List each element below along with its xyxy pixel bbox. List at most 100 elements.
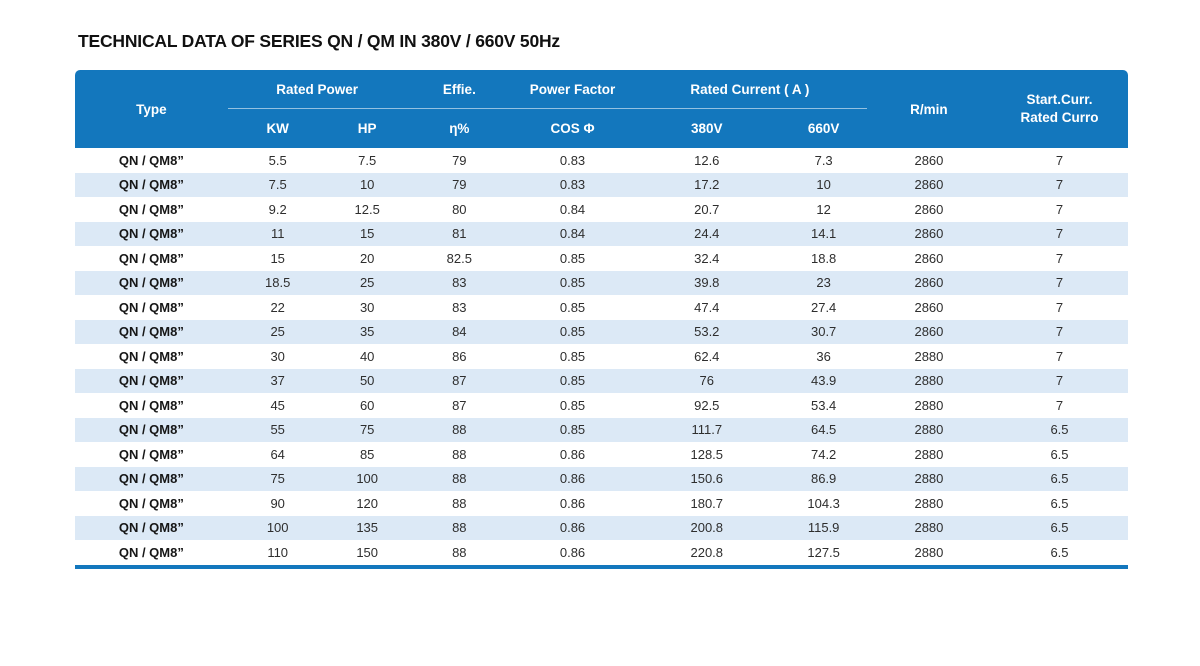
table-cell: 60 — [359, 397, 375, 413]
table-cell: 2860 — [914, 324, 944, 340]
table-cell: 7 — [1055, 348, 1064, 364]
header-start-current-line2: Rated Curro — [1020, 110, 1099, 125]
table-cell: 150.6 — [690, 471, 724, 487]
table-cell: 88 — [452, 422, 467, 438]
table-body: QN / QM8” 5.5 7.5 79 0.83 12.6 7.3 2860 7 QN / QM… — [75, 148, 1128, 565]
table-cell: 7 — [1055, 324, 1064, 340]
table-cell: QN / QM8” — [118, 275, 184, 291]
table-cell: QN / QM8” — [118, 373, 184, 389]
table-cell: QN / QM8” — [118, 226, 184, 242]
table-cell: 2880 — [914, 397, 944, 413]
table-cell: 0.85 — [559, 422, 586, 438]
table-row: QN / QM8” 37 50 87 0.85 76 43.9 2880 7 — [75, 368, 1128, 393]
table-cell: 180.7 — [690, 495, 724, 511]
table-cell: 0.84 — [559, 201, 586, 217]
table-cell: 76 — [699, 373, 714, 389]
table-row: QN / QM8” 18.5 25 83 0.85 39.8 23 2860 7 — [75, 270, 1128, 295]
table-cell: 62.4 — [694, 348, 720, 364]
table-row: QN / QM8” 90 120 88 0.86 180.7 104.3 2880 6.5 — [75, 491, 1128, 516]
table-cell: 0.86 — [559, 544, 586, 560]
table-cell: 79 — [452, 177, 467, 193]
table-row: QN / QM8” 11 15 81 0.84 24.4 14.1 2860 7 — [75, 221, 1128, 246]
table-cell: 200.8 — [690, 520, 724, 536]
table-row: QN / QM8” 30 40 86 0.85 62.4 36 2880 7 — [75, 344, 1128, 369]
table-row: QN / QM8” 45 60 87 0.85 92.5 53.4 2880 7 — [75, 393, 1128, 418]
table-cell: 37 — [270, 373, 285, 389]
table-cell: 6.5 — [1050, 422, 1069, 438]
table-cell: 0.85 — [559, 348, 586, 364]
table-cell: 2860 — [914, 299, 944, 315]
table-cell: 2880 — [914, 446, 944, 462]
header-rated-current: Rated Current ( A ) — [633, 70, 867, 109]
table-cell: QN / QM8” — [118, 422, 184, 438]
table-cell: QN / QM8” — [118, 152, 184, 168]
table-cell: 53.2 — [694, 324, 720, 340]
table-cell: 79 — [452, 152, 467, 168]
table-cell: 14.1 — [810, 226, 837, 242]
table-cell: 104.3 — [807, 495, 840, 511]
table-cell: 2860 — [914, 275, 944, 291]
table-cell: 64 — [270, 446, 285, 462]
table-cell: 81 — [452, 226, 467, 242]
table-cell: 35 — [359, 324, 375, 340]
table-cell: 90 — [270, 495, 285, 511]
table-cell: 2860 — [914, 177, 944, 193]
table-cell: 0.85 — [559, 250, 586, 266]
table-cell: 7.5 — [358, 152, 377, 168]
table-cell: QN / QM8” — [118, 471, 184, 487]
table-cell: QN / QM8” — [118, 397, 184, 413]
table-cell: 24.4 — [694, 226, 720, 242]
table-cell: 87 — [452, 373, 467, 389]
table-cell: 2860 — [914, 226, 944, 242]
table-cell: 12.5 — [354, 201, 380, 217]
table-cell: 7 — [1055, 201, 1064, 217]
table-cell: 2860 — [914, 250, 944, 266]
table-cell: QN / QM8” — [118, 520, 184, 536]
table-cell: 55 — [270, 422, 285, 438]
table-cell: 80 — [452, 201, 467, 217]
table-cell: 50 — [359, 373, 375, 389]
table-cell: 75 — [359, 422, 375, 438]
table-cell: 74.2 — [810, 446, 837, 462]
table-cell: 20.7 — [694, 201, 720, 217]
table-cell: 2860 — [914, 201, 944, 217]
table-cell: QN / QM8” — [118, 495, 184, 511]
table-cell: 115.9 — [807, 520, 840, 536]
table-cell: 36 — [816, 348, 831, 364]
table-cell: 0.83 — [559, 177, 586, 193]
table-cell: 110 — [267, 544, 289, 560]
table-cell: 88 — [452, 446, 467, 462]
table-cell: 32.4 — [694, 250, 720, 266]
table-row: QN / QM8” 110 150 88 0.86 220.8 127.5 2880 6.5 — [75, 540, 1128, 565]
table-row: QN / QM8” 64 85 88 0.86 128.5 74.2 2880 6.5 — [75, 442, 1128, 467]
header-start-current-line1: Start.Curr. — [1026, 92, 1093, 108]
table-cell: 25 — [359, 275, 375, 291]
table-cell: 0.85 — [559, 324, 586, 340]
table-cell: 111.7 — [691, 422, 723, 438]
table-cell: 22 — [270, 299, 285, 315]
table-cell: 43.9 — [810, 373, 837, 389]
table-cell: 6.5 — [1050, 471, 1069, 487]
table-cell: 15 — [359, 226, 375, 242]
table-row: QN / QM8” 25 35 84 0.85 53.2 30.7 2860 7 — [75, 319, 1128, 344]
table-cell: 7 — [1055, 152, 1064, 168]
table-cell: 0.85 — [559, 275, 586, 291]
table-cell: 53.4 — [810, 397, 837, 413]
table-cell: 6.5 — [1050, 544, 1069, 560]
table-cell: 6.5 — [1050, 495, 1069, 511]
table-row: QN / QM8” 15 20 82.5 0.85 32.4 18.8 2860 7 — [75, 246, 1128, 271]
table-cell: 30 — [270, 348, 285, 364]
table-cell: 88 — [452, 495, 467, 511]
header-start-current: Start.Curr. Rated Curro — [991, 70, 1128, 148]
table-cell: QN / QM8” — [118, 250, 184, 266]
header-power-factor: Power Factor — [511, 70, 634, 109]
table-row: QN / QM8” 22 30 83 0.85 47.4 27.4 2860 7 — [75, 295, 1128, 320]
table-cell: 11 — [270, 226, 285, 242]
table-row: QN / QM8” 7.5 10 79 0.83 17.2 10 2860 7 — [75, 172, 1128, 197]
table-cell: 0.86 — [559, 471, 586, 487]
table-cell: 82.5 — [446, 250, 472, 266]
subheader-660v: 660V — [807, 121, 840, 136]
table-cell: 100 — [356, 471, 379, 487]
table-cell: 0.83 — [559, 152, 586, 168]
